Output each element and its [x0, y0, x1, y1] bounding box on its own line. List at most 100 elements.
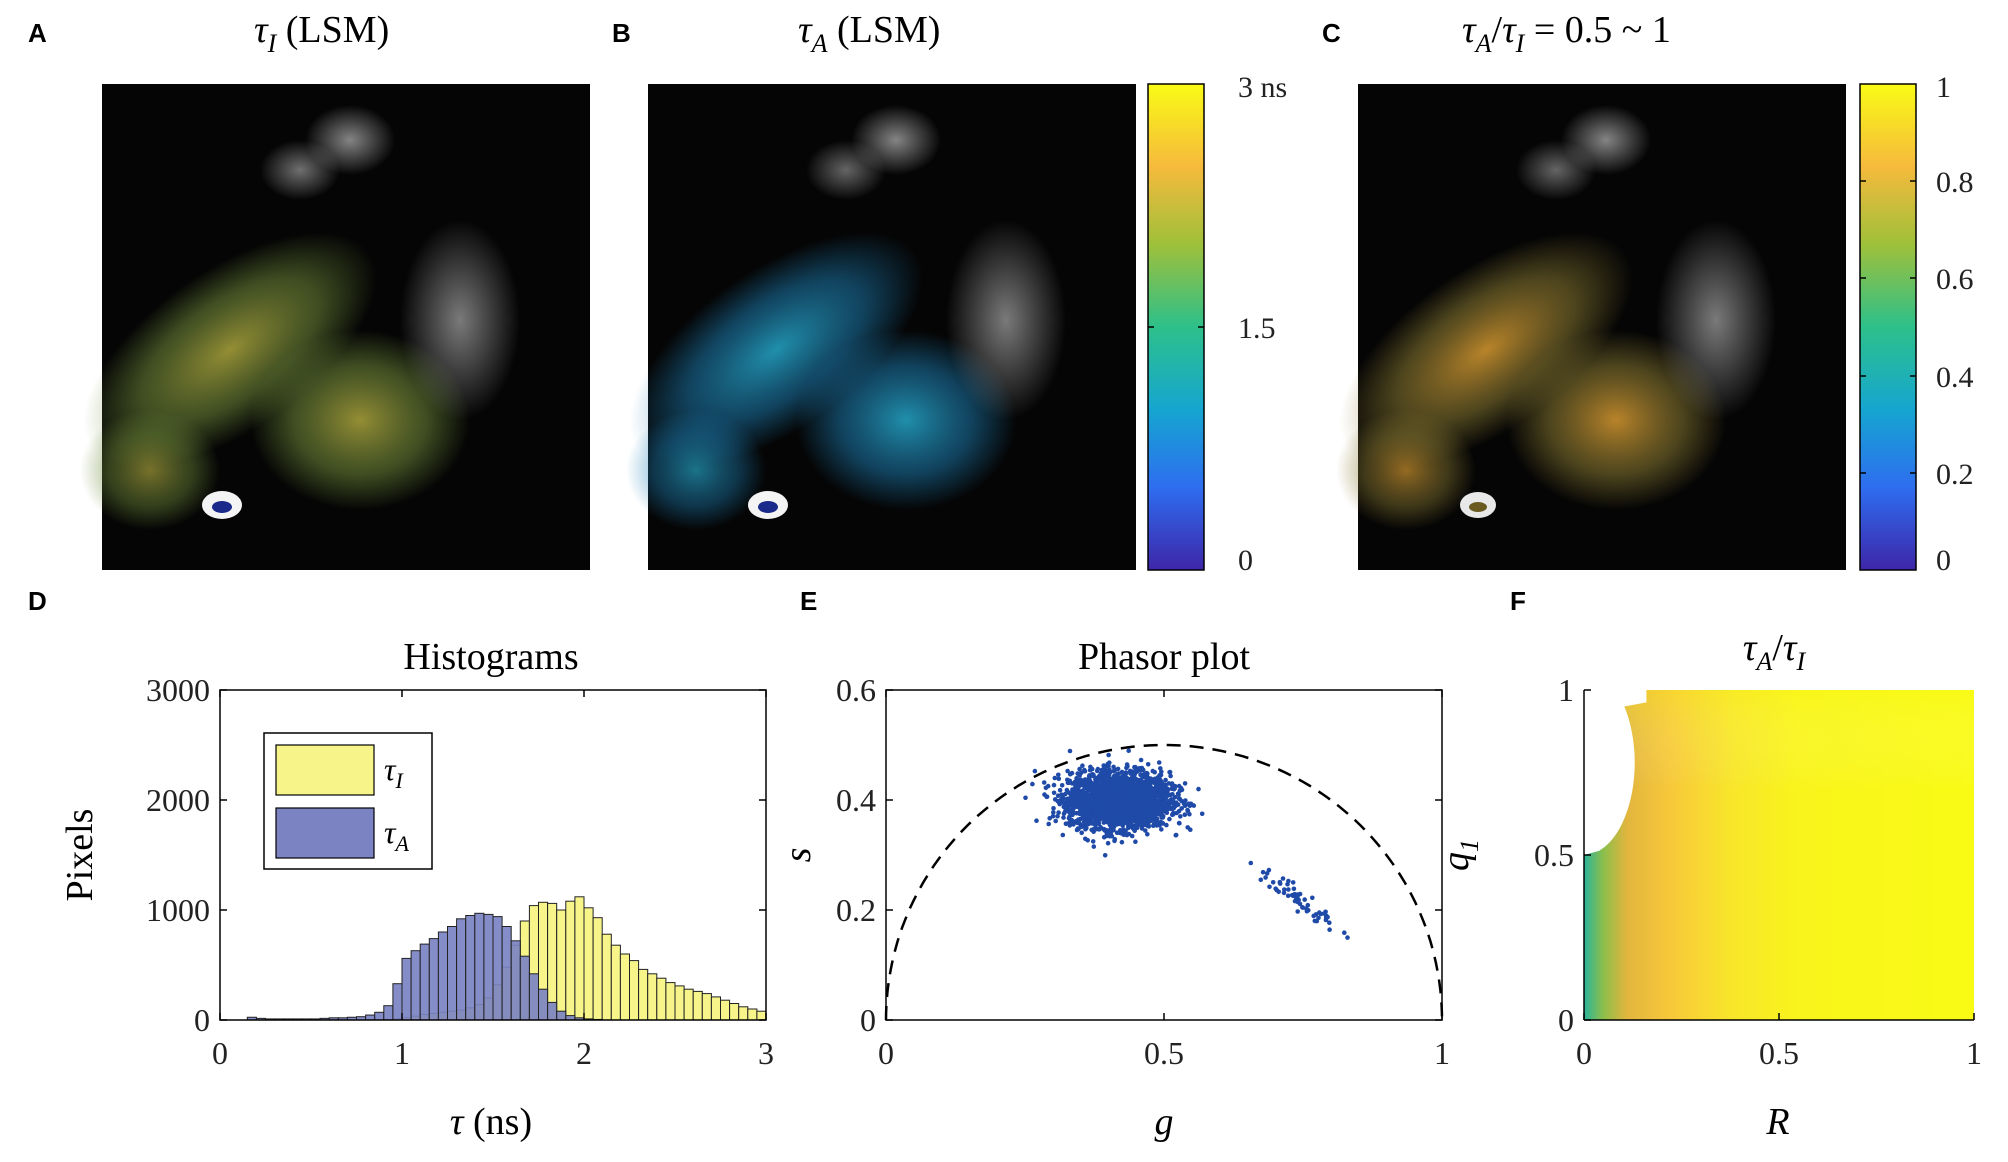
phasor-point: [1132, 776, 1137, 782]
bar-tau-i: [610, 944, 621, 1021]
heatmap-undefined-region: [1584, 690, 1647, 855]
bar-tau-a: [510, 940, 521, 1021]
phasor-point: [1085, 838, 1090, 843]
phasor-point: [1088, 795, 1093, 801]
colorbar-c-tick-label: 0.2: [1936, 458, 1974, 491]
phasor-point: [1168, 773, 1173, 779]
phasor-point: [1072, 804, 1077, 810]
phasor-point: [1120, 823, 1125, 828]
phasor-x-tick-label: 0.5: [1144, 1035, 1184, 1071]
phasor-point: [1081, 816, 1086, 821]
phasor-point: [1095, 810, 1100, 815]
phasor-point: [1110, 813, 1116, 818]
phasor-point: [1292, 898, 1298, 904]
histogram-axes-box: [219, 689, 767, 1021]
phasor-point: [1102, 853, 1108, 858]
phasor-point: [1067, 820, 1072, 825]
phasor-point: [1089, 809, 1095, 815]
phasor-point: [1077, 821, 1083, 826]
bar-tau-a: [456, 918, 467, 1021]
colorbar-c-ticks: 1 0.8 0.6 0.4 0.2 0: [1860, 71, 1974, 577]
microscopy-image-b: [626, 84, 1136, 570]
phasor-point: [1146, 784, 1152, 790]
bar-tau-a: [547, 1001, 558, 1021]
phasor-point: [1158, 772, 1164, 778]
phasor-point: [1156, 791, 1161, 797]
bar-tau-a: [392, 983, 403, 1021]
phasor-point: [1188, 827, 1193, 832]
phasor-point: [1067, 778, 1072, 784]
phasor-point: [1123, 783, 1129, 789]
bar-tau-a: [428, 938, 439, 1021]
phasor-point: [1291, 886, 1297, 892]
colorbar-c: [1859, 83, 1917, 571]
phasor-point: [1260, 869, 1266, 875]
phasor-point: [1143, 772, 1149, 777]
phasor-point: [1123, 777, 1129, 783]
bar-tau-a: [374, 1011, 385, 1021]
histogram-y-tick-label: 1000: [146, 892, 210, 928]
phasor-x-tick-label: 1: [1434, 1035, 1450, 1071]
phasor-point: [1154, 802, 1160, 808]
phasor-point: [1046, 821, 1051, 827]
colorbar-b: [1147, 83, 1205, 571]
phasor-point: [1179, 798, 1184, 804]
phasor-point: [1088, 764, 1093, 770]
bar-tau-i: [592, 917, 603, 1021]
phasor-point: [1135, 777, 1141, 783]
phasor-point: [1053, 818, 1058, 824]
phasor-point: [1073, 818, 1079, 824]
phasor-point: [1170, 798, 1176, 804]
bar-tau-a: [519, 955, 530, 1021]
phasor-ticks: 0 0.5 1 0 0.2 0.4 0.6: [836, 672, 1450, 1071]
colorbar-c-tick-label: 0.4: [1936, 361, 1974, 394]
phasor-point: [1074, 778, 1079, 784]
panel-a-title: τI (LSM): [254, 9, 389, 58]
heatmap-ticks: 0 0.5 1 0 0.5 1: [1534, 672, 1982, 1071]
phasor-point: [1056, 810, 1061, 815]
bar-tau-a: [410, 950, 421, 1021]
phasor-point: [1066, 815, 1072, 821]
phasor-point: [1281, 890, 1287, 896]
phasor-point: [1090, 839, 1096, 844]
phasor-point: [1167, 816, 1172, 822]
phasor-point: [1120, 812, 1125, 818]
phasor-point: [1047, 816, 1052, 821]
phasor-point: [1070, 787, 1075, 792]
heatmap-y-tick-label: 1: [1558, 672, 1574, 708]
phasor-point: [1106, 763, 1111, 769]
colorbar-c-tick-label: 1: [1936, 71, 1951, 104]
phasor-point: [1105, 805, 1110, 810]
phasor-point: [1110, 780, 1115, 786]
histogram-y-tick-label: 2000: [146, 782, 210, 818]
panel-letter-c: C: [1322, 18, 1341, 48]
phasor-point: [1161, 801, 1166, 807]
phasor-point: [1314, 918, 1320, 924]
phasor-point: [1110, 809, 1116, 815]
phasor-point: [1107, 786, 1113, 792]
phasor-point: [1023, 795, 1028, 801]
panel-letter-f: F: [1510, 586, 1526, 616]
phasor-point: [1121, 807, 1127, 813]
phasor-point: [1121, 832, 1126, 838]
phasor-point: [1125, 791, 1131, 796]
phasor-point: [1127, 777, 1132, 782]
phasor-point: [1101, 810, 1107, 815]
phasor-point: [1116, 809, 1122, 815]
phasor-point: [1091, 844, 1097, 849]
phasor-point: [1110, 816, 1115, 822]
colorbar-b-ticks: 3 ns 1.5 0: [1148, 71, 1287, 577]
phasor-point: [1030, 781, 1035, 787]
phasor-point: [1092, 788, 1098, 794]
phasor-point: [1067, 748, 1073, 754]
bar-tau-a: [419, 943, 430, 1021]
phasor-point: [1270, 880, 1276, 885]
phasor-point: [1106, 775, 1111, 780]
phasor-y-tick-label: 0.2: [836, 892, 876, 928]
phasor-point: [1148, 776, 1154, 781]
phasor-point: [1151, 790, 1156, 795]
bar-tau-a: [501, 926, 512, 1021]
phasor-point: [1185, 809, 1191, 814]
bar-tau-a: [483, 913, 494, 1021]
